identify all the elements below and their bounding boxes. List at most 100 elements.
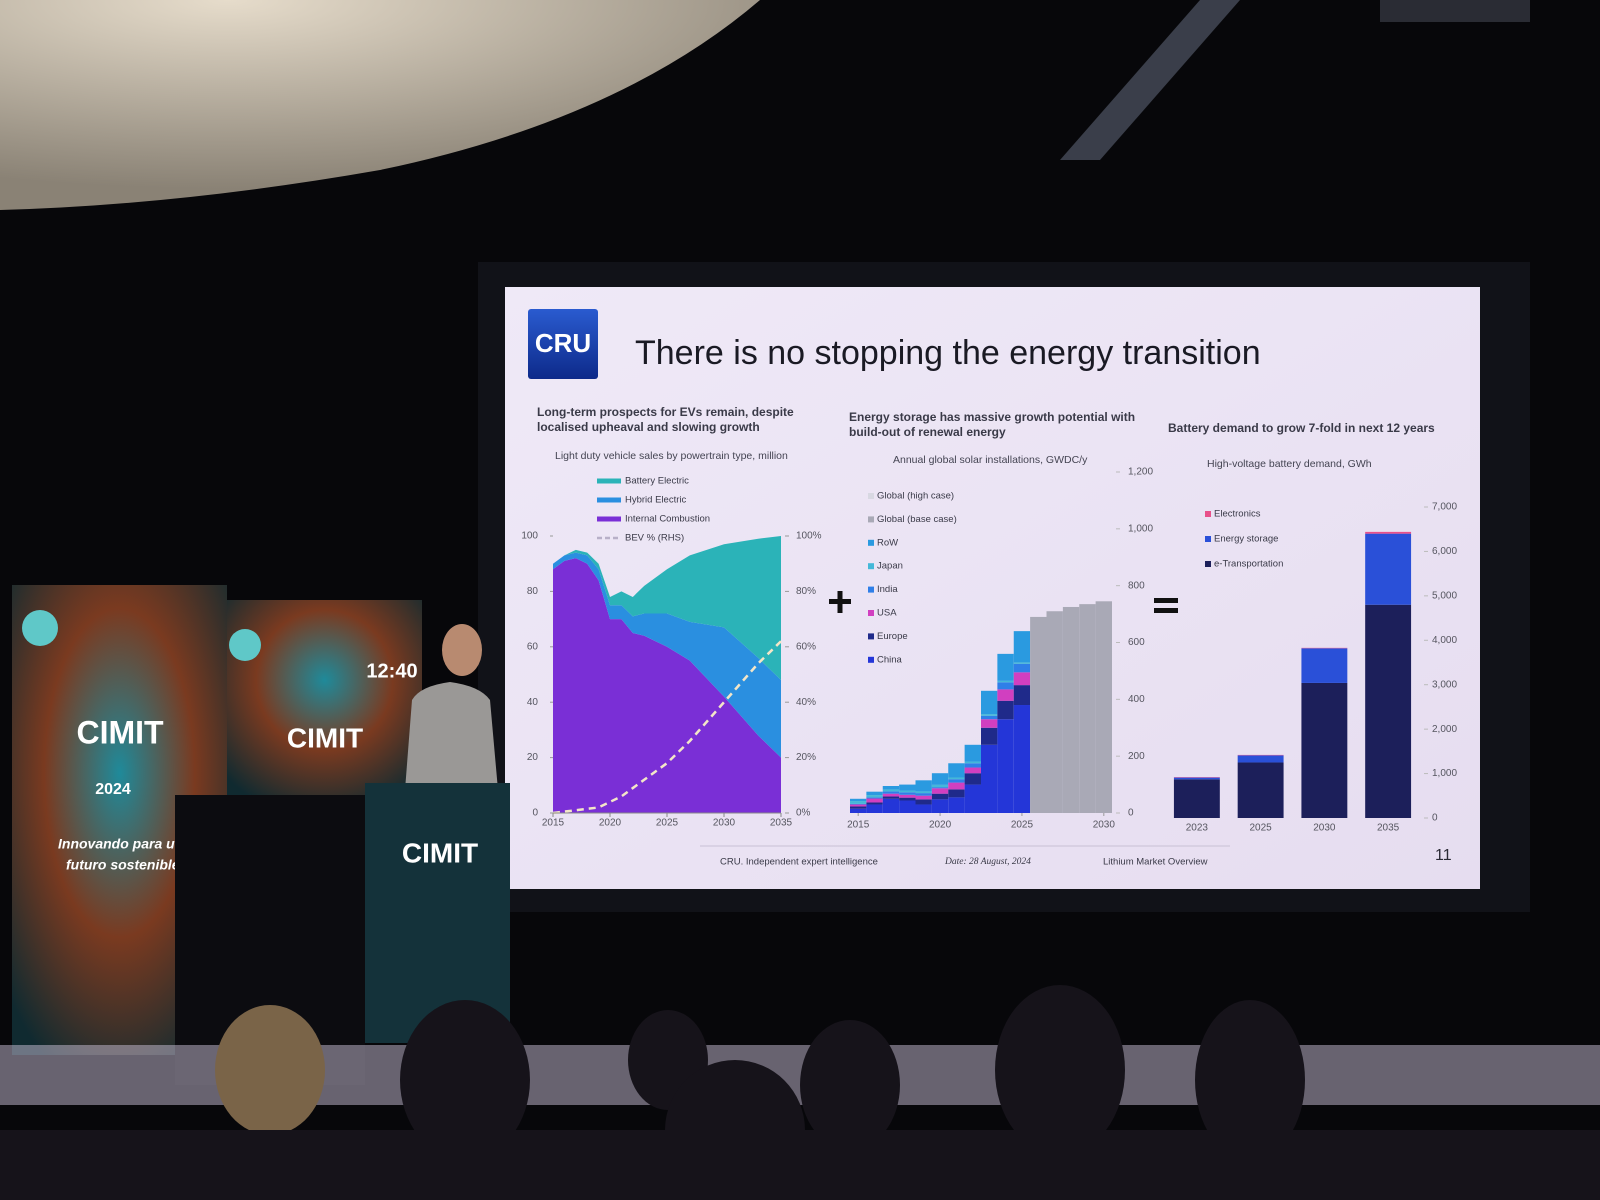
bar-segment xyxy=(964,761,981,764)
bar-segment xyxy=(997,682,1014,690)
y2-tick-label: 100% xyxy=(796,531,822,542)
ceiling xyxy=(0,0,760,210)
bar-segment xyxy=(1301,682,1348,818)
venue-tagline: futuro sostenible xyxy=(66,857,180,873)
bar-segment xyxy=(964,767,981,774)
y-tick-label: 0 xyxy=(532,808,538,819)
legend-label: RoW xyxy=(877,537,898,548)
legend-swatch xyxy=(868,610,874,616)
legend-label: Internal Combustion xyxy=(625,514,710,525)
legend-swatch xyxy=(1205,511,1211,517)
bar-segment xyxy=(931,793,949,800)
legend-label: Energy storage xyxy=(1214,534,1278,545)
bar-segment xyxy=(948,782,965,790)
venue-tagline: Innovando para u xyxy=(58,836,175,852)
bar-segment xyxy=(948,779,965,783)
bar-segment xyxy=(948,789,965,798)
bar-segment xyxy=(964,744,981,762)
y-tick-label: 1,200 xyxy=(1128,467,1153,478)
y-tick-label: 20 xyxy=(527,752,539,763)
bar-segment xyxy=(931,784,949,788)
bar-segment xyxy=(931,787,949,789)
x-tick-label: 2035 xyxy=(770,818,793,829)
bar-segment xyxy=(981,715,998,720)
legend-swatch xyxy=(868,656,874,663)
bar-segment xyxy=(850,806,867,809)
x-tick-label: 2025 xyxy=(656,818,679,829)
legend-label: Europe xyxy=(877,631,908,642)
bar-segment xyxy=(981,690,998,715)
venue-logo: CIMIT xyxy=(76,714,164,750)
legend-swatch xyxy=(868,633,874,640)
bar-segment xyxy=(997,700,1014,720)
y-tick-label: 200 xyxy=(1128,751,1145,762)
page-number: 11 xyxy=(1435,847,1452,864)
banner-middle xyxy=(227,600,422,800)
bar-segment xyxy=(1013,672,1031,686)
bar-segment xyxy=(866,804,883,813)
bar-segment xyxy=(1365,531,1412,534)
y-tick-label: 80 xyxy=(527,586,539,597)
x-tick-label: 2015 xyxy=(542,818,565,829)
legend-label: BEV % (RHS) xyxy=(625,533,684,544)
bar-segment xyxy=(1237,755,1284,763)
bar-segment xyxy=(997,653,1014,681)
bar-segment xyxy=(997,680,1014,683)
bar-segment xyxy=(1013,662,1031,664)
bar-segment xyxy=(931,799,949,813)
legend-label: Japan xyxy=(877,561,903,572)
chart-heading: Energy storage has massive growth potent… xyxy=(849,410,1136,439)
bar-segment xyxy=(948,777,965,780)
y-tick-label: 1,000 xyxy=(1128,523,1153,534)
bar-segment xyxy=(915,793,932,796)
audience-head xyxy=(400,1000,530,1160)
bar-segment xyxy=(981,727,998,745)
y-tick-label: 4,000 xyxy=(1432,635,1457,646)
bar-segment xyxy=(882,796,900,799)
bar-segment xyxy=(866,797,883,799)
legend-swatch xyxy=(868,586,874,593)
bar-segment xyxy=(931,773,949,785)
legend-label: Hybrid Electric xyxy=(625,495,686,506)
audience-bodies xyxy=(0,1130,1600,1200)
y-tick-label: 100 xyxy=(521,531,538,542)
bar-segment xyxy=(1079,604,1096,813)
chart-subtitle: High-voltage battery demand, GWh xyxy=(1207,458,1372,470)
bar-segment xyxy=(964,763,981,768)
y-tick-label: 2,000 xyxy=(1432,724,1457,735)
bar-segment xyxy=(915,804,932,813)
bar-segment xyxy=(1013,685,1031,706)
legend-label: Global (high case) xyxy=(877,491,954,502)
bar-segment xyxy=(850,801,867,804)
bar-segment xyxy=(1013,631,1031,663)
y-tick-label: 600 xyxy=(1128,637,1145,648)
venue-logo-2: CIMIT xyxy=(287,722,363,753)
legend-label: India xyxy=(877,584,898,595)
y2-tick-label: 60% xyxy=(796,641,816,652)
y2-tick-label: 80% xyxy=(796,586,816,597)
bar-segment xyxy=(931,788,949,794)
podium-logo: CIMIT xyxy=(402,837,478,868)
podium xyxy=(365,783,510,1043)
venue-year: 2024 xyxy=(95,781,131,798)
bar-segment xyxy=(981,719,998,728)
bar-segment xyxy=(1013,663,1031,673)
bar-segment xyxy=(866,791,883,796)
x-tick-label: 2030 xyxy=(713,818,736,829)
banner-ornament xyxy=(22,610,58,646)
bar-segment xyxy=(1062,606,1080,813)
legend-label: Electronics xyxy=(1214,509,1261,520)
bar-segment xyxy=(981,714,998,716)
bar-segment xyxy=(899,797,916,801)
y-tick-label: 40 xyxy=(527,697,539,708)
y-tick-label: 3,000 xyxy=(1432,679,1457,690)
speaker xyxy=(405,682,498,790)
slide-title: There is no stopping the energy transiti… xyxy=(635,334,1261,372)
bar-segment xyxy=(899,792,916,795)
bar-segment xyxy=(948,763,965,778)
legend-swatch xyxy=(1205,536,1211,542)
truss xyxy=(1060,0,1240,160)
bar-segment xyxy=(882,789,900,792)
cru-logo xyxy=(528,309,598,379)
